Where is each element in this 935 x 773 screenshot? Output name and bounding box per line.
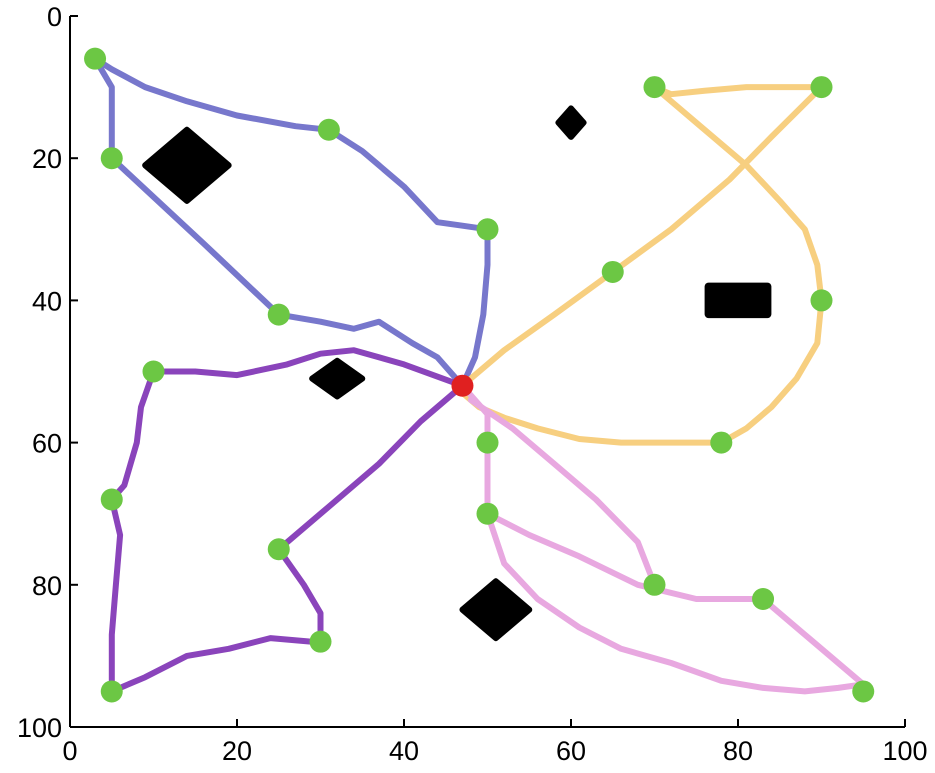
series-3-waypoint-1 bbox=[100, 488, 123, 511]
start-point bbox=[451, 374, 474, 397]
series-0-waypoint-4 bbox=[267, 303, 290, 326]
series-2-waypoint-2 bbox=[643, 573, 666, 596]
y-tick-label-1: 20 bbox=[32, 144, 62, 174]
series-0-waypoint-3 bbox=[476, 218, 499, 241]
y-tick-label-3: 60 bbox=[32, 429, 62, 459]
series-0-waypoint-1 bbox=[100, 147, 123, 170]
series-0-path bbox=[92, 55, 491, 389]
x-tick-label-1: 20 bbox=[222, 736, 252, 766]
obstacle-3 bbox=[309, 357, 366, 400]
x-tick-label-3: 60 bbox=[556, 736, 586, 766]
y-tick-label-4: 80 bbox=[32, 571, 62, 601]
y-tick-label-5: 100 bbox=[17, 713, 62, 743]
series-group bbox=[92, 55, 867, 695]
series-0-waypoint-2 bbox=[317, 118, 340, 141]
series-1-waypoint-4 bbox=[710, 431, 733, 454]
series-1-waypoint-2 bbox=[601, 260, 624, 283]
series-3-waypoint-0 bbox=[142, 360, 165, 383]
series-3-waypoint-3 bbox=[267, 538, 290, 561]
series-2-waypoint-3 bbox=[752, 588, 775, 611]
x-tick-label-0: 0 bbox=[62, 736, 77, 766]
waypoints-group bbox=[84, 47, 875, 703]
series-0-waypoint-0 bbox=[84, 47, 107, 70]
series-3-path bbox=[108, 347, 466, 695]
obstacle-2 bbox=[704, 282, 772, 319]
series-1-waypoint-0 bbox=[643, 76, 666, 99]
series-2-branch bbox=[467, 396, 658, 588]
obstacle-0 bbox=[142, 126, 232, 204]
series-3-waypoint-2 bbox=[100, 680, 123, 703]
y-tick-label-2: 40 bbox=[32, 286, 62, 316]
series-2-waypoint-4 bbox=[852, 680, 875, 703]
obstacle-1 bbox=[555, 105, 587, 140]
series-3-waypoint-4 bbox=[309, 630, 332, 653]
series-1-waypoint-3 bbox=[810, 289, 833, 312]
series-1-path bbox=[459, 84, 825, 446]
start-group bbox=[451, 374, 474, 397]
x-tick-label-5: 100 bbox=[882, 736, 927, 766]
y-tick-label-0: 0 bbox=[47, 2, 62, 32]
series-2-waypoint-1 bbox=[476, 502, 499, 525]
obstacles bbox=[142, 105, 772, 642]
series-1-waypoint-1 bbox=[810, 76, 833, 99]
x-tick-label-4: 80 bbox=[723, 736, 753, 766]
x-tick-label-2: 40 bbox=[389, 736, 419, 766]
obstacle-4 bbox=[459, 578, 533, 642]
series-2-waypoint-0 bbox=[476, 431, 499, 454]
series-2-path bbox=[459, 382, 867, 695]
